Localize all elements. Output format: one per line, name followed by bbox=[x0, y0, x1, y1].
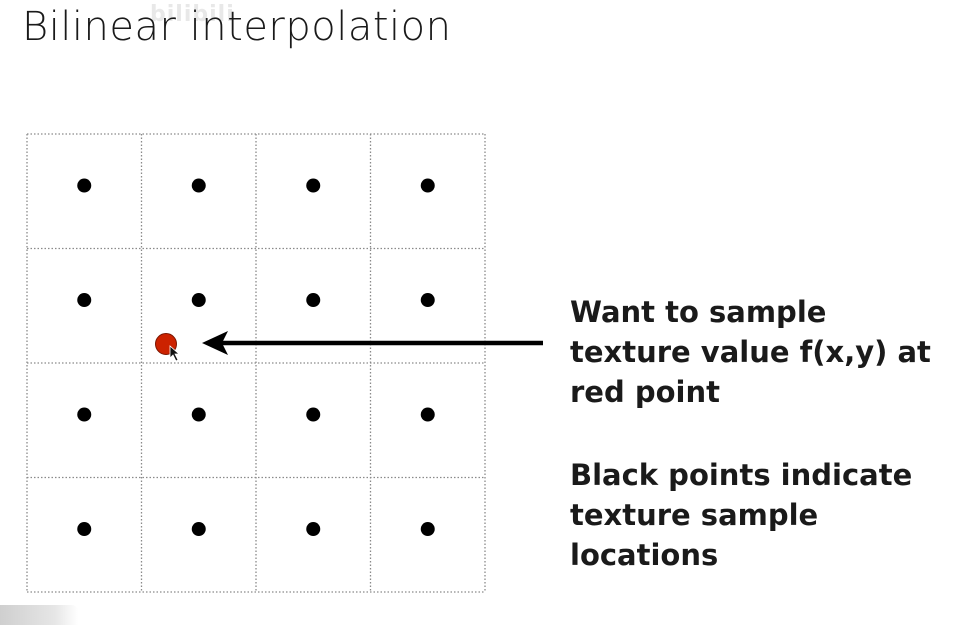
caption-line: locations bbox=[570, 538, 719, 572]
caption-line: texture value f(x,y) at bbox=[570, 335, 931, 369]
caption-black-points: Black points indicate texture sample loc… bbox=[570, 455, 950, 575]
texel-point bbox=[191, 293, 206, 308]
texel-point bbox=[77, 293, 92, 308]
texel-grid bbox=[26, 133, 486, 593]
texel-point bbox=[77, 407, 92, 422]
slide-title: Bilinear interpolation bbox=[22, 4, 452, 50]
caption-line: Black points indicate bbox=[570, 458, 913, 492]
sample-point-group bbox=[155, 333, 181, 362]
texel-point bbox=[420, 522, 435, 537]
caption-want-to-sample: Want to sample texture value f(x,y) at r… bbox=[570, 292, 950, 412]
caption-line: texture sample bbox=[570, 498, 819, 532]
video-corner-overlay bbox=[0, 605, 78, 625]
caption-line: red point bbox=[570, 375, 720, 409]
texel-point bbox=[191, 522, 206, 537]
caption-line: Want to sample bbox=[570, 295, 827, 329]
texel-point bbox=[420, 407, 435, 422]
texel-point bbox=[306, 407, 321, 422]
texel-point bbox=[77, 178, 92, 193]
texel-point bbox=[306, 293, 321, 308]
pointer-arrow bbox=[202, 331, 543, 355]
texel-point bbox=[191, 178, 206, 193]
texel-point bbox=[420, 293, 435, 308]
texel-point bbox=[420, 178, 435, 193]
texel-point bbox=[306, 522, 321, 537]
texel-point bbox=[306, 178, 321, 193]
cursor-icon bbox=[169, 345, 181, 362]
arrow-head-icon bbox=[202, 331, 228, 355]
texel-point bbox=[191, 407, 206, 422]
texel-points bbox=[77, 178, 435, 537]
watermark-logo: bilibili bbox=[150, 2, 235, 27]
texel-point bbox=[77, 522, 92, 537]
